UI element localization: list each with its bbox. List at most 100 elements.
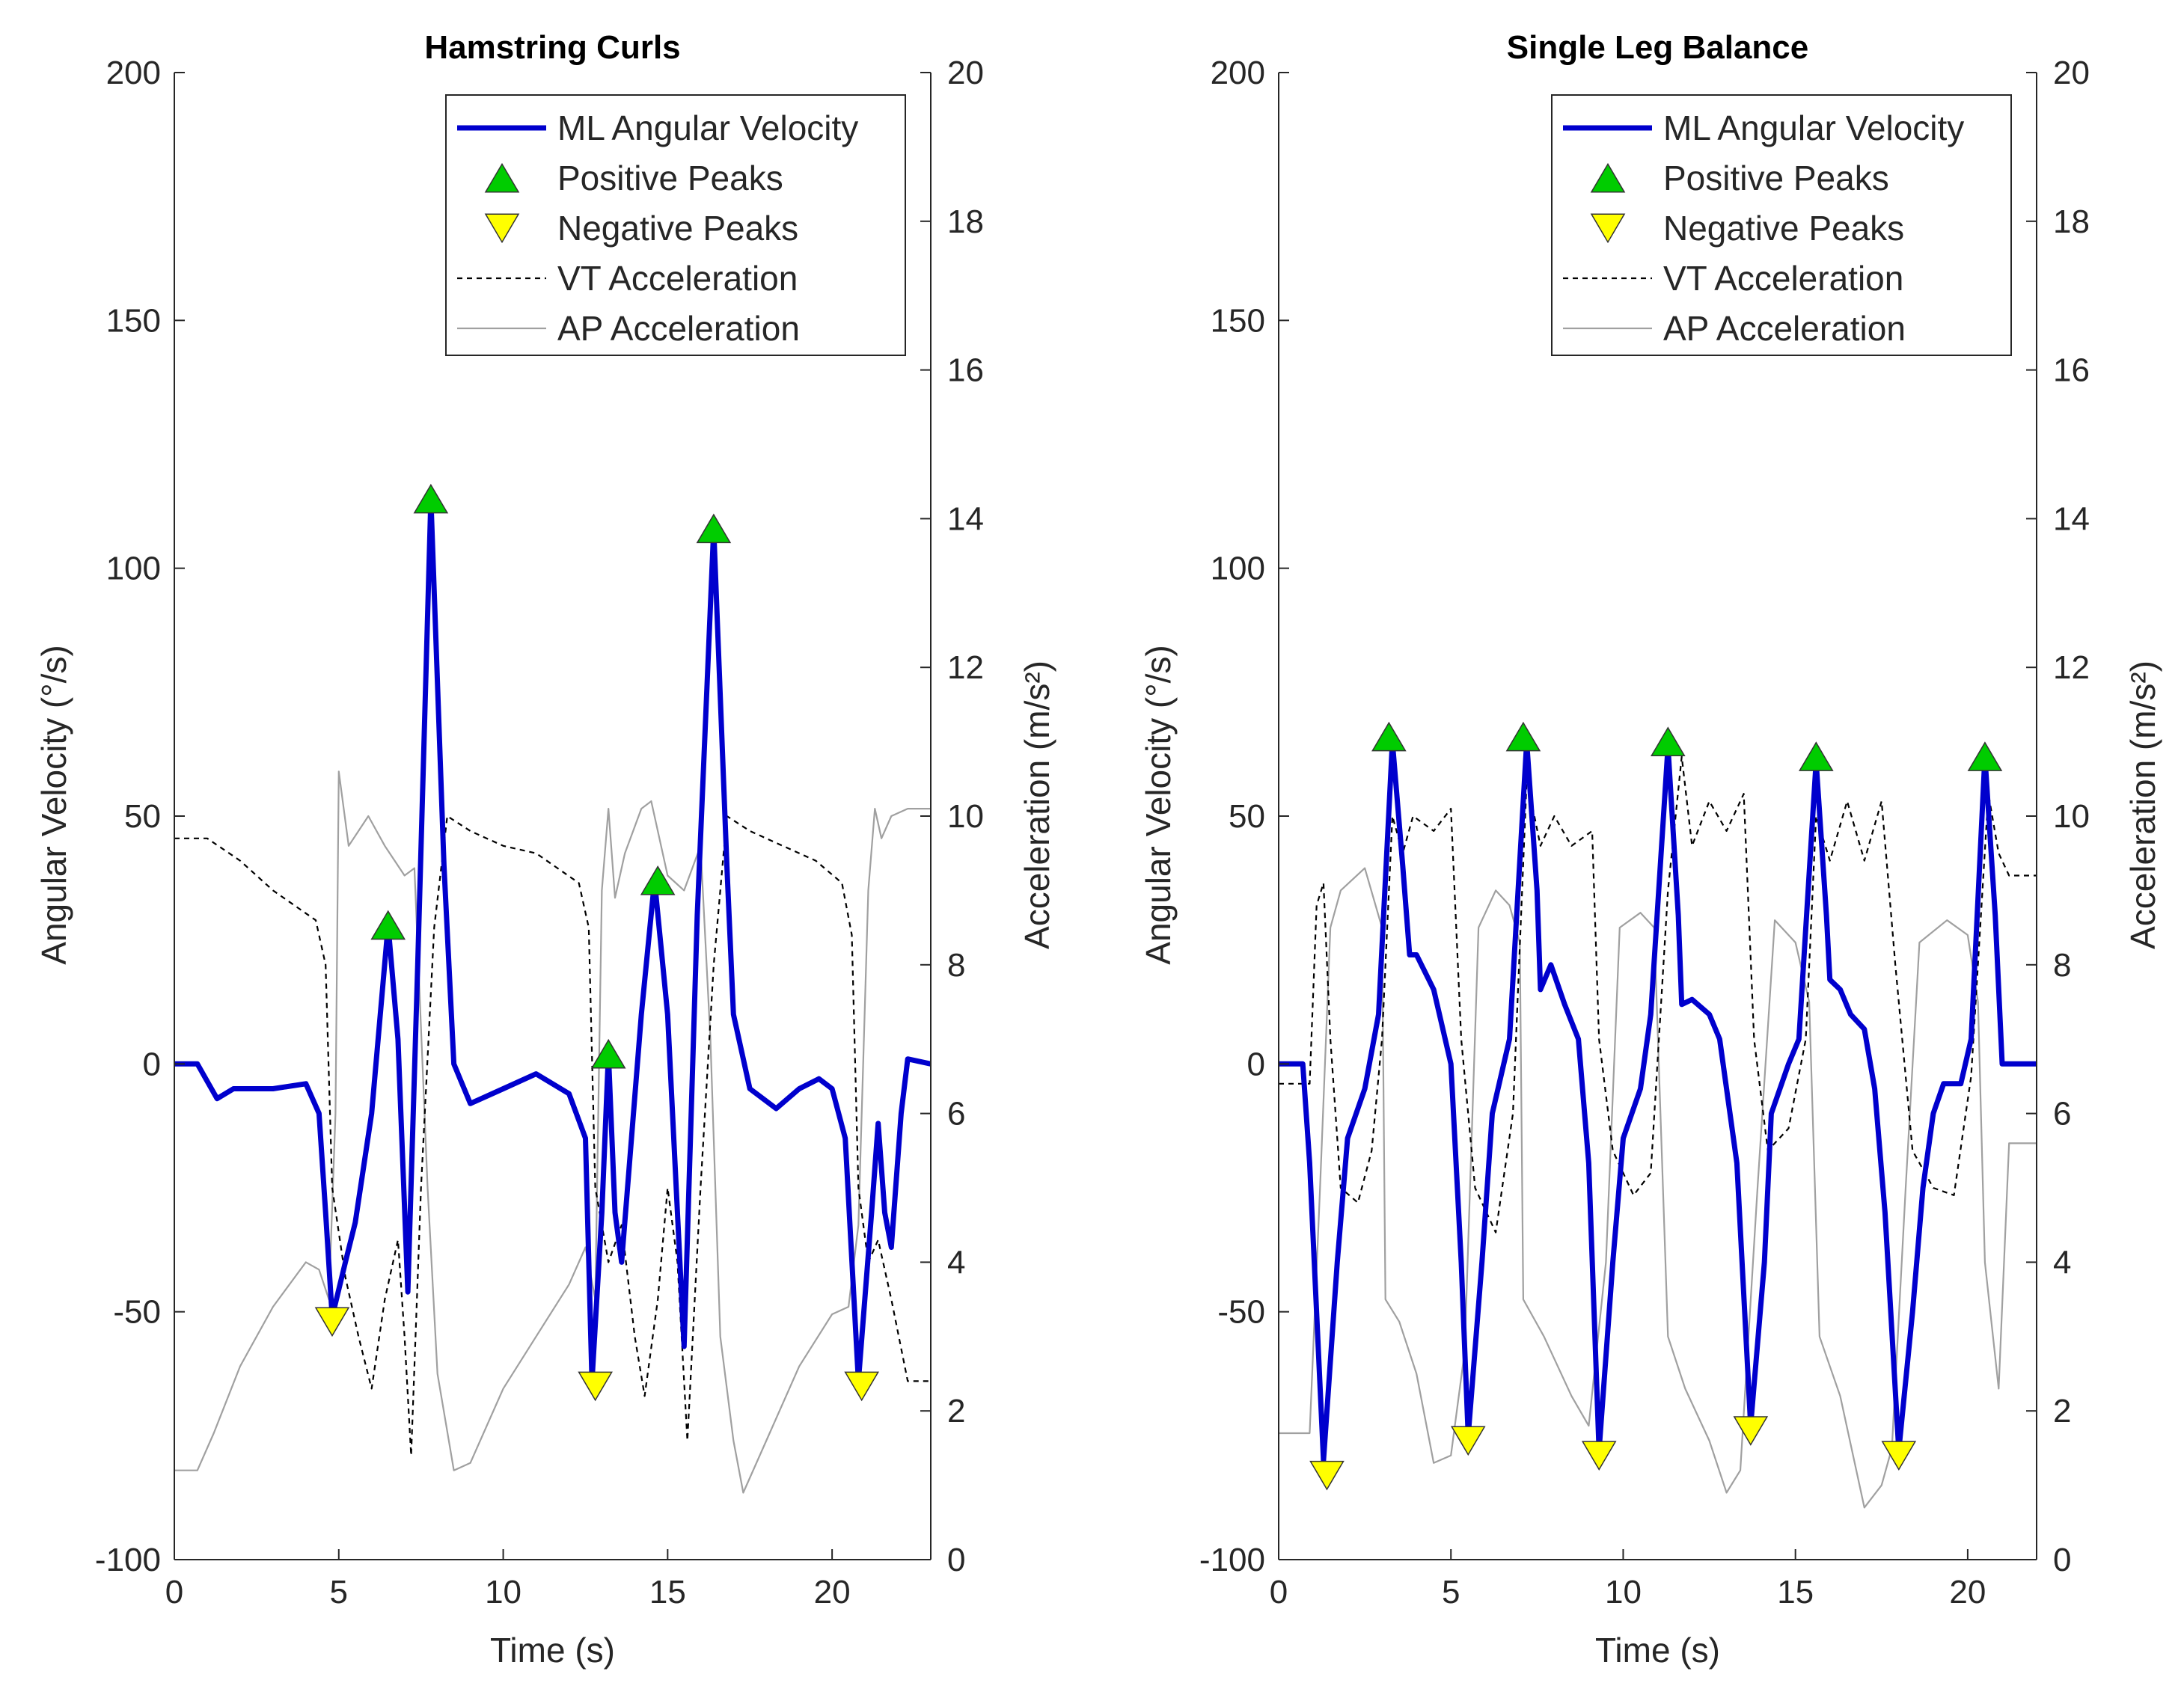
vt-acceleration-line	[1279, 755, 2037, 1233]
y-axis-label: Angular Velocity (°/s)	[1139, 645, 1178, 964]
positive-peak-marker	[1371, 721, 1407, 752]
chart-title: Single Leg Balance	[1507, 29, 1808, 66]
x-tick-label: 5	[1442, 1574, 1460, 1610]
y-tick-label: -50	[1217, 1294, 1265, 1331]
negative-peak-marker	[1309, 1460, 1345, 1491]
positive-peak-marker	[370, 910, 406, 940]
y-tick-label: 50	[124, 798, 161, 835]
positive-peak-marker	[590, 1038, 626, 1069]
y-tick-label: 200	[106, 55, 161, 91]
legend-label: ML Angular Velocity	[557, 108, 858, 147]
x-tick-label: 20	[814, 1574, 851, 1610]
legend-label: ML Angular Velocity	[1663, 108, 1964, 147]
x-tick-label: 15	[649, 1574, 686, 1610]
positive-peak-marker	[696, 513, 732, 544]
positive-peaks-legend-icon	[484, 162, 520, 193]
ml-angular-velocity-line	[174, 496, 932, 1384]
y-tick-label: 100	[106, 551, 161, 587]
right-y-tick-label: 0	[2053, 1542, 2071, 1578]
negative-peak-marker	[578, 1371, 613, 1402]
legend-label: AP Acceleration	[1663, 309, 1906, 348]
vt-acceleration-line	[174, 815, 931, 1456]
positive-peak-marker	[1651, 726, 1686, 757]
right-y-tick-label: 2	[2053, 1393, 2071, 1429]
negative-peak-marker	[314, 1307, 350, 1337]
negative-peak-marker	[1881, 1441, 1917, 1471]
y-tick-label: 200	[1211, 55, 1265, 91]
x-tick-label: 5	[330, 1574, 348, 1610]
y-tick-label: 0	[1247, 1046, 1265, 1082]
right-y-tick-label: 14	[2053, 500, 2090, 537]
legend-label: AP Acceleration	[557, 309, 800, 348]
right-y-tick-label: 18	[947, 203, 984, 240]
chart-single-leg-balance: 0 5 10 15 20 -100 -50 0 50 100 150 200 0 2 4 6 8 10 12 14 16…	[1139, 29, 2162, 1670]
legend-label: Positive Peaks	[557, 159, 783, 197]
right-y-tick-label: 6	[947, 1096, 965, 1132]
y-tick-label: 100	[1211, 551, 1265, 587]
positive-peak-marker	[1798, 741, 1834, 771]
right-y-tick-label: 16	[2053, 352, 2090, 389]
right-y-axis-label: Acceleration (m/s²)	[1018, 660, 1056, 949]
right-y-tick-label: 20	[947, 55, 984, 91]
x-axis-label: Time (s)	[1595, 1631, 1720, 1670]
positive-peak-marker	[1967, 741, 2003, 771]
chart-title: Hamstring Curls	[424, 29, 680, 66]
y-tick-label: -50	[113, 1294, 161, 1331]
x-tick-label: 20	[1949, 1574, 1986, 1610]
right-y-tick-label: 12	[947, 649, 984, 686]
x-tick-label: 0	[1270, 1574, 1288, 1610]
legend: ML Angular Velocity Positive Peaks Negativ…	[1551, 94, 2012, 356]
ap-acceleration-line	[1279, 867, 2037, 1509]
y-tick-label: 0	[143, 1046, 161, 1082]
right-y-tick-label: 8	[947, 947, 965, 984]
right-y-tick-label: 20	[2053, 55, 2090, 91]
negative-peak-marker	[1733, 1416, 1769, 1446]
right-y-tick-label: 0	[947, 1542, 965, 1578]
negative-peak-marker	[844, 1371, 880, 1402]
right-y-tick-label: 18	[2053, 203, 2090, 240]
y-tick-label: -100	[95, 1542, 161, 1578]
right-y-tick-label: 10	[2053, 798, 2090, 835]
legend-label: Negative Peaks	[1663, 209, 1904, 248]
positive-peaks-legend-icon	[1590, 162, 1626, 193]
legend-box	[445, 94, 906, 356]
right-y-tick-label: 4	[947, 1244, 965, 1281]
negative-peaks-legend-icon	[1590, 213, 1626, 244]
right-y-tick-label: 14	[947, 500, 984, 537]
negative-peaks-legend-icon	[484, 213, 520, 244]
y-axis-label: Angular Velocity (°/s)	[34, 645, 73, 964]
right-y-tick-label: 12	[2053, 649, 2090, 686]
legend-label: Positive Peaks	[1663, 159, 1889, 197]
legend-label: VT Acceleration	[557, 259, 798, 298]
positive-peak-marker	[640, 865, 676, 895]
right-y-tick-label: 16	[947, 352, 984, 389]
x-tick-label: 10	[485, 1574, 521, 1610]
x-tick-label: 10	[1605, 1574, 1642, 1610]
legend: ML Angular Velocity Positive Peaks Negativ…	[445, 94, 906, 356]
y-tick-label: 150	[106, 302, 161, 339]
y-tick-label: -100	[1199, 1542, 1265, 1578]
y-tick-label: 150	[1211, 302, 1265, 339]
positive-peak-marker	[1505, 721, 1541, 752]
right-y-tick-label: 4	[2053, 1244, 2071, 1281]
legend-label: Negative Peaks	[557, 209, 798, 248]
x-tick-label: 0	[165, 1574, 183, 1610]
chart-hamstring-curls: 0 5 10 15 20 -100 -50 0 50 100 150 200 0 2 4 6 8 10 12 14 16…	[34, 29, 1056, 1670]
right-y-tick-label: 10	[947, 798, 984, 835]
x-axis-label: Time (s)	[490, 1631, 615, 1670]
legend-label: VT Acceleration	[1663, 259, 1903, 298]
positive-peak-marker	[413, 483, 449, 514]
right-y-axis-label: Acceleration (m/s²)	[2123, 660, 2162, 949]
right-y-tick-label: 6	[2053, 1096, 2071, 1132]
legend-box	[1551, 94, 2012, 356]
y-tick-label: 50	[1229, 798, 1265, 835]
ap-acceleration-line	[174, 770, 931, 1494]
right-y-tick-label: 2	[947, 1393, 965, 1429]
right-y-tick-label: 8	[2053, 947, 2071, 984]
x-tick-label: 15	[1777, 1574, 1814, 1610]
ml-angular-velocity-line	[1279, 739, 2037, 1463]
negative-peak-marker	[1581, 1441, 1617, 1471]
negative-peak-marker	[1450, 1426, 1486, 1456]
